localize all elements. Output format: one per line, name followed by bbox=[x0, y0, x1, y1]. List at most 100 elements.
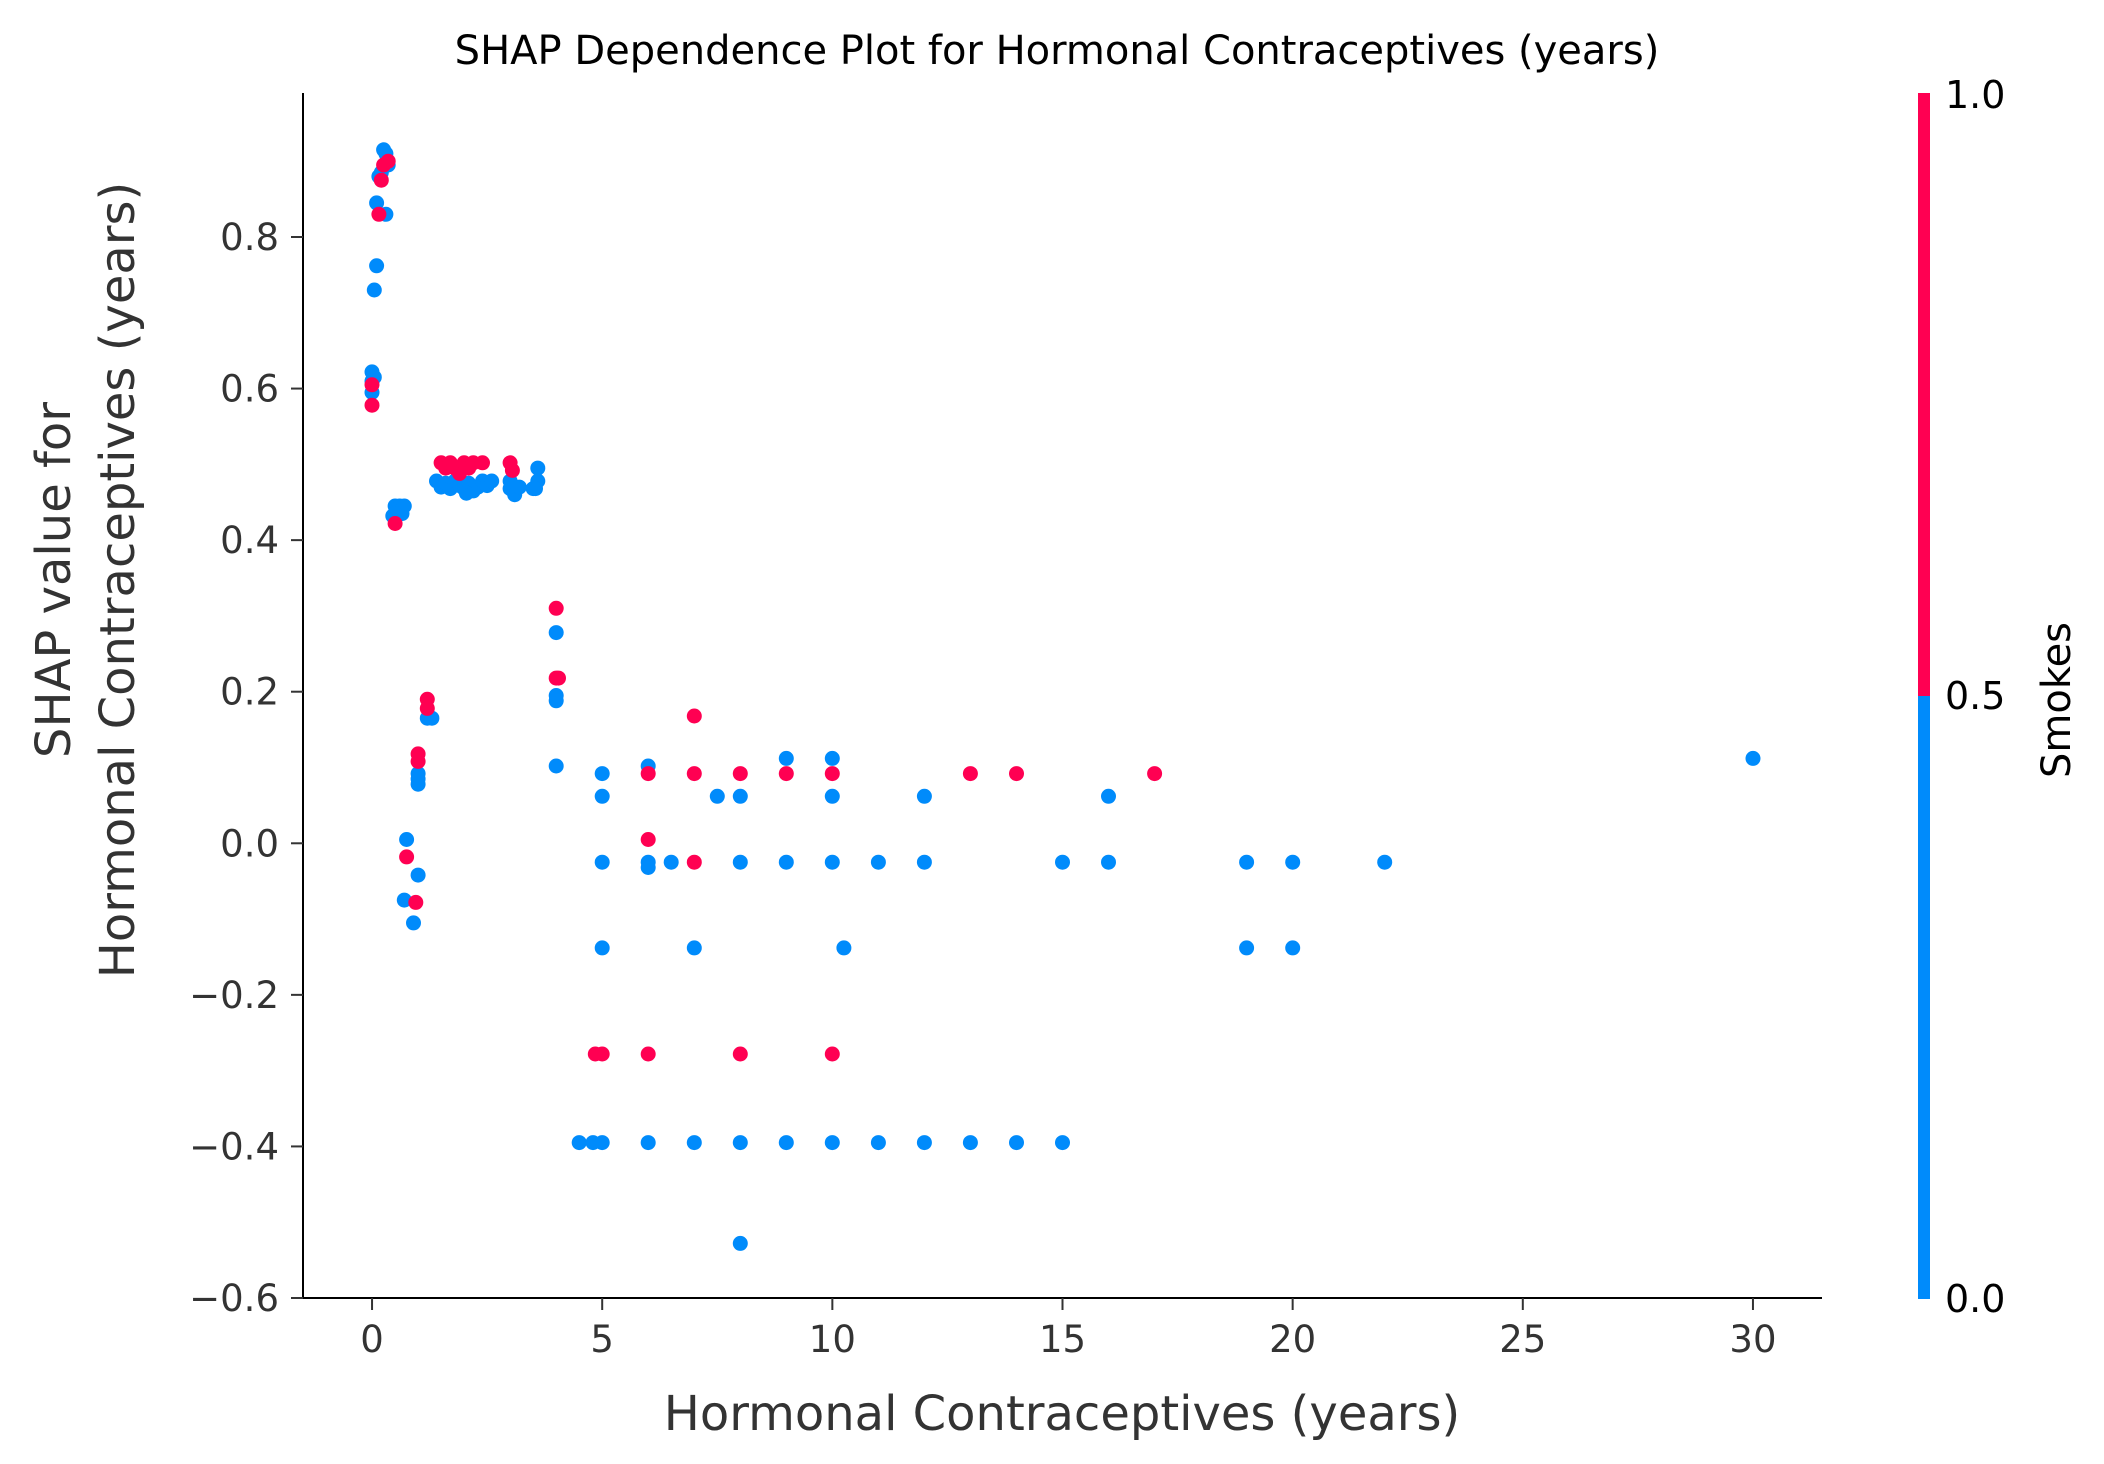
point-smokes-1 bbox=[640, 1046, 656, 1062]
point-smokes-0 bbox=[369, 195, 385, 211]
point-smokes-0 bbox=[732, 788, 748, 804]
point-smokes-0 bbox=[778, 750, 794, 766]
point-smokes-0 bbox=[870, 854, 886, 870]
x-axis-ticks: 0 5 10 15 20 25 30 bbox=[360, 1298, 1777, 1361]
y-axis-label-line-2: Hormonal Contraceptives (years) bbox=[90, 182, 146, 978]
point-smokes-0 bbox=[1101, 854, 1116, 870]
point-smokes-1 bbox=[364, 377, 380, 393]
y-tick-label: 0.2 bbox=[220, 671, 279, 714]
data-points bbox=[364, 142, 1761, 1251]
point-smokes-0 bbox=[824, 1135, 840, 1151]
point-smokes-0 bbox=[594, 766, 610, 782]
point-smokes-0 bbox=[640, 1135, 656, 1151]
point-smokes-1 bbox=[551, 670, 566, 686]
point-smokes-0 bbox=[594, 854, 610, 870]
colorbar-tick-high: 1.0 bbox=[1945, 73, 2005, 117]
point-smokes-0 bbox=[548, 625, 564, 641]
point-smokes-1 bbox=[686, 766, 702, 782]
point-smokes-0 bbox=[778, 854, 794, 870]
point-smokes-0 bbox=[484, 473, 500, 489]
point-smokes-1 bbox=[732, 1046, 748, 1062]
x-tick-label: 0 bbox=[360, 1318, 384, 1361]
point-smokes-0 bbox=[410, 867, 426, 883]
colorbar-tick-mid: 0.5 bbox=[1945, 674, 2005, 718]
x-tick-label: 20 bbox=[1269, 1318, 1316, 1361]
colorbar-high-segment bbox=[1918, 93, 1930, 696]
point-smokes-0 bbox=[732, 1235, 748, 1251]
point-smokes-1 bbox=[1009, 766, 1024, 782]
point-smokes-1 bbox=[732, 766, 748, 782]
point-smokes-0 bbox=[870, 1135, 886, 1151]
y-tick-label: 0.4 bbox=[220, 519, 279, 562]
point-smokes-0 bbox=[396, 892, 412, 908]
point-smokes-0 bbox=[916, 788, 932, 804]
point-smokes-0 bbox=[1745, 750, 1761, 766]
x-tick-label: 25 bbox=[1499, 1318, 1546, 1361]
x-axis-label: Hormonal Contraceptives (years) bbox=[664, 1386, 1460, 1442]
x-tick-label: 15 bbox=[1039, 1318, 1086, 1361]
y-axis-label-line-1: SHAP value for bbox=[26, 402, 82, 758]
point-smokes-1 bbox=[364, 397, 380, 413]
point-smokes-0 bbox=[548, 693, 564, 709]
point-smokes-1 bbox=[371, 206, 387, 222]
point-smokes-1 bbox=[475, 455, 490, 471]
point-smokes-0 bbox=[732, 1135, 748, 1151]
point-smokes-1 bbox=[778, 766, 794, 782]
point-smokes-1 bbox=[962, 766, 978, 782]
point-smokes-1 bbox=[824, 766, 840, 782]
point-smokes-1 bbox=[594, 1046, 610, 1062]
colorbar-low-segment bbox=[1918, 696, 1930, 1299]
x-tick-label: 10 bbox=[809, 1318, 856, 1361]
point-smokes-1 bbox=[1147, 766, 1163, 782]
point-smokes-1 bbox=[410, 753, 426, 769]
point-smokes-0 bbox=[1285, 854, 1301, 870]
point-smokes-1 bbox=[408, 894, 424, 910]
point-smokes-0 bbox=[594, 1135, 610, 1151]
plot-area: 0 5 10 15 20 25 30 −0.6 −0.4 −0.2 0.0 0.2 0.4 0.6 0.8 bbox=[189, 93, 1822, 1361]
point-smokes-0 bbox=[399, 832, 415, 847]
point-smokes-0 bbox=[962, 1135, 978, 1151]
point-smokes-0 bbox=[528, 481, 543, 497]
point-smokes-0 bbox=[548, 758, 564, 774]
y-axis-label: SHAP value for Hormonal Contraceptives (… bbox=[26, 182, 146, 978]
point-smokes-1 bbox=[419, 700, 435, 716]
point-smokes-0 bbox=[916, 854, 932, 870]
point-smokes-1 bbox=[504, 462, 520, 478]
point-smokes-1 bbox=[387, 516, 403, 531]
point-smokes-1 bbox=[380, 153, 396, 169]
y-axis-ticks: −0.6 −0.4 −0.2 0.0 0.2 0.4 0.6 0.8 bbox=[189, 216, 303, 1320]
point-smokes-0 bbox=[369, 258, 385, 274]
point-smokes-0 bbox=[1377, 854, 1393, 870]
point-smokes-0 bbox=[824, 854, 840, 870]
point-smokes-0 bbox=[1055, 1135, 1070, 1151]
point-smokes-0 bbox=[778, 1135, 794, 1151]
point-smokes-0 bbox=[732, 854, 748, 870]
point-smokes-0 bbox=[410, 776, 426, 792]
point-smokes-0 bbox=[709, 788, 725, 804]
point-smokes-0 bbox=[1239, 940, 1255, 956]
point-smokes-0 bbox=[366, 282, 382, 298]
point-smokes-1 bbox=[824, 1046, 840, 1062]
x-tick-label: 5 bbox=[590, 1318, 614, 1361]
point-smokes-0 bbox=[594, 940, 610, 956]
point-smokes-0 bbox=[594, 788, 610, 804]
y-tick-label: 0.0 bbox=[220, 822, 279, 865]
point-smokes-0 bbox=[1101, 788, 1116, 804]
point-smokes-0 bbox=[916, 1135, 932, 1151]
point-smokes-1 bbox=[686, 708, 702, 724]
point-smokes-0 bbox=[663, 854, 679, 870]
point-smokes-1 bbox=[399, 849, 415, 865]
point-smokes-0 bbox=[1239, 854, 1255, 870]
point-smokes-0 bbox=[824, 750, 840, 766]
colorbar-label: Smokes bbox=[2034, 622, 2080, 778]
point-smokes-0 bbox=[458, 485, 474, 501]
colorbar: 1.0 0.5 0.0 Smokes bbox=[1918, 73, 2080, 1321]
point-smokes-0 bbox=[571, 1135, 587, 1151]
point-smokes-0 bbox=[686, 940, 702, 956]
y-tick-label: 0.8 bbox=[220, 216, 279, 259]
point-smokes-0 bbox=[1009, 1135, 1024, 1151]
y-tick-label: −0.6 bbox=[189, 1277, 279, 1320]
point-smokes-0 bbox=[824, 788, 840, 804]
chart-title: SHAP Dependence Plot for Hormonal Contra… bbox=[455, 28, 1660, 74]
y-tick-label: −0.4 bbox=[189, 1125, 279, 1168]
